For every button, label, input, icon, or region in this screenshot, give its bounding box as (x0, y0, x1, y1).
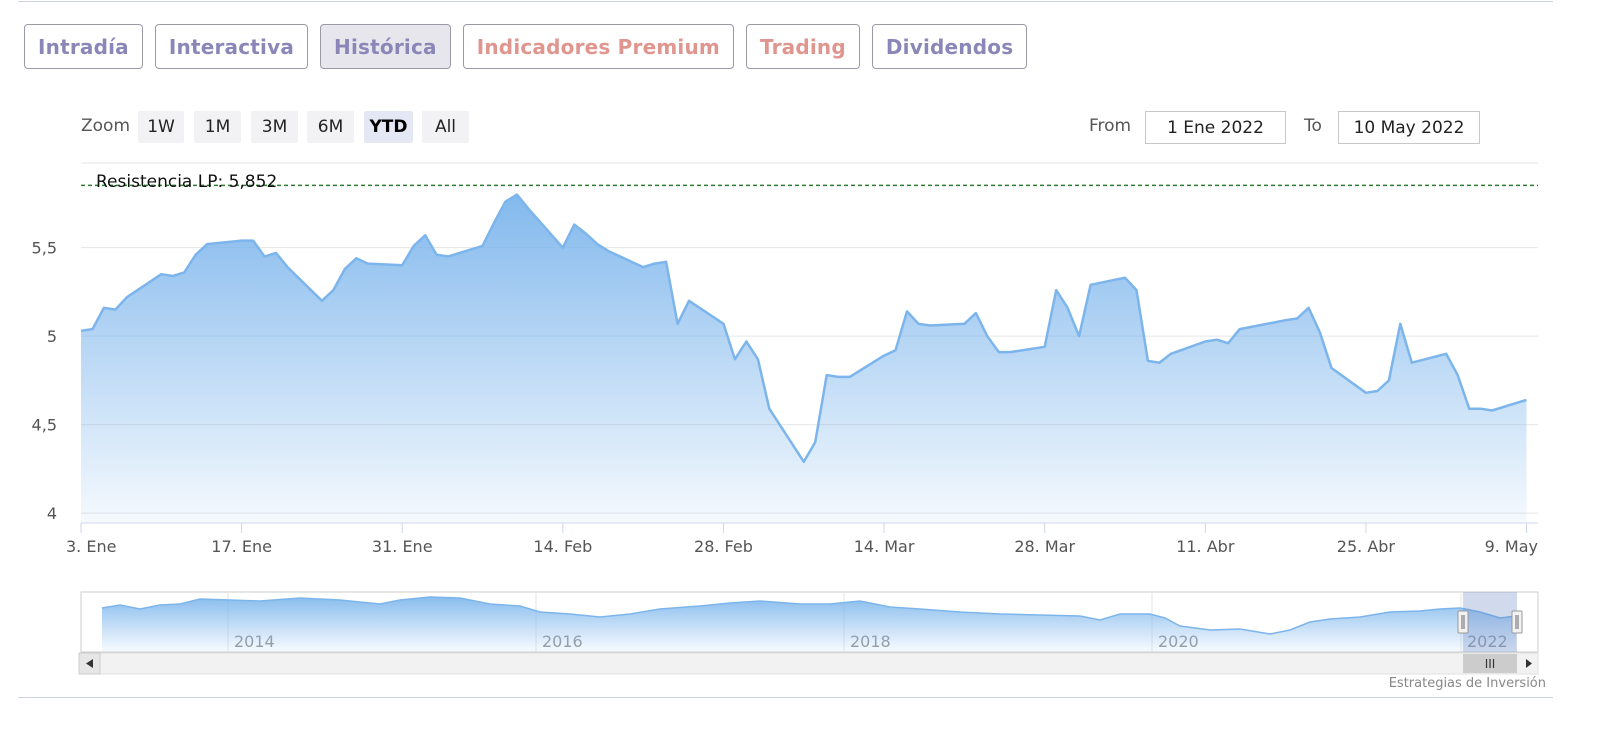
zoom-button-0[interactable]: 1W (138, 111, 184, 143)
scrollbar[interactable]: III (78, 652, 1539, 675)
x-tick-label: 25. Abr (1337, 537, 1396, 556)
from-label: From (1089, 116, 1132, 136)
tab-2[interactable]: Histórica (320, 24, 451, 69)
tab-1[interactable]: Interactiva (154, 24, 309, 69)
tab-0[interactable]: Intradía (24, 24, 143, 69)
x-tick-label: 14. Feb (533, 537, 592, 556)
scrollbar-track[interactable] (78, 652, 1539, 675)
navigator[interactable]: 20142016201820202022 (80, 591, 1539, 653)
x-tick-label: 9. May (1485, 537, 1538, 556)
scrollbar-grip: III (1485, 657, 1496, 671)
chart-tabs: Intradía Interactiva Histórica Indicadores … (24, 24, 1028, 69)
y-tick-label: 5 (47, 327, 57, 346)
navigator-left-handle[interactable] (1457, 610, 1469, 634)
x-tick-label: 17. Ene (211, 537, 272, 556)
to-date-input[interactable]: 10 May 2022 (1338, 111, 1480, 144)
y-tick-label: 5,5 (32, 239, 57, 258)
y-tick-label: 4,5 (32, 416, 57, 435)
tab-3[interactable]: Indicadores Premium (462, 24, 734, 69)
tab-4[interactable]: Trading (745, 24, 860, 69)
from-date-input[interactable]: 1 Ene 2022 (1145, 111, 1286, 144)
x-tick-label: 14. Mar (854, 537, 915, 556)
resistance-label: Resistencia LP: 5,852 (96, 172, 277, 192)
navigator-series-fill (102, 597, 1516, 652)
tab-5[interactable]: Dividendos (871, 24, 1028, 69)
zoom-button-2[interactable]: 3M (251, 111, 298, 143)
bottom-divider (18, 697, 1553, 698)
price-series-line (80, 193, 1527, 464)
scrollbar-thumb[interactable] (1463, 654, 1517, 673)
x-tick-label: 28. Feb (694, 537, 753, 556)
y-tick-label: 4 (47, 504, 57, 523)
x-axis-ticks: 3. Ene 17. Ene 31. Ene 14. Feb 28. Feb 14. Ma… (66, 523, 1538, 556)
arrow-left-icon (86, 659, 93, 668)
y-axis-labels: 4 4,5 5 5,5 (32, 239, 57, 524)
x-tick-label: 31. Ene (372, 537, 433, 556)
credits: Estrategias de Inversión (1388, 676, 1546, 691)
x-tick-label: 11. Abr (1176, 537, 1235, 556)
x-tick-label: 28. Mar (1014, 537, 1075, 556)
navigator-series-line (101, 596, 1517, 635)
top-divider (18, 1, 1553, 2)
zoom-button-3[interactable]: 6M (307, 111, 354, 143)
navigator-selected-range[interactable] (1463, 592, 1517, 652)
zoom-button-5[interactable]: All (422, 111, 469, 143)
arrow-right-icon (1526, 659, 1532, 668)
zoom-button-4[interactable]: YTD (364, 111, 413, 143)
price-area-fill (81, 194, 1527, 522)
zoom-label: Zoom (81, 116, 131, 136)
to-label: To (1304, 116, 1322, 136)
zoom-button-1[interactable]: 1M (194, 111, 241, 143)
x-tick-label: 3. Ene (66, 537, 116, 556)
navigator-right-handle[interactable] (1511, 610, 1523, 634)
